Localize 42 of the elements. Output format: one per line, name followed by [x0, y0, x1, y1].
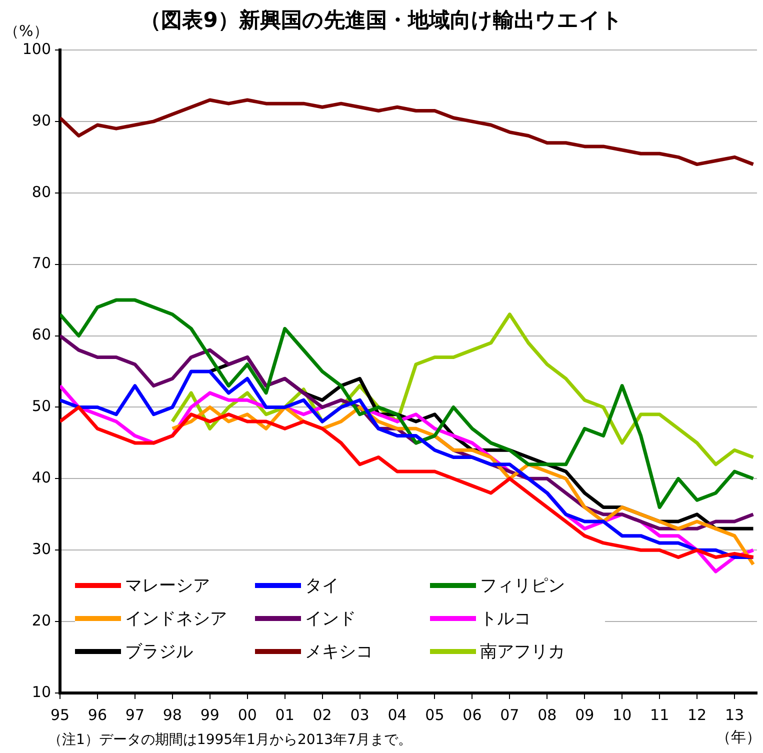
x-tick-label: 08	[538, 706, 557, 724]
legend-label: インド	[305, 608, 356, 630]
x-tick-label: 05	[425, 706, 444, 724]
y-axis-title: （%）	[4, 22, 48, 41]
y-tick-label: 80	[32, 182, 51, 201]
x-tick-label: 95	[50, 706, 70, 724]
x-tick-label: 00	[238, 706, 257, 724]
y-tick-label: 90	[32, 111, 51, 130]
legend-label: マレーシア	[125, 575, 210, 597]
x-tick-label: 99	[200, 706, 220, 724]
legend-label: フィリピン	[480, 575, 565, 597]
x-axis-title: （年）	[716, 728, 761, 747]
legend-label: トルコ	[480, 608, 531, 630]
y-tick-label: 30	[32, 540, 51, 558]
legend-label: タイ	[305, 575, 339, 597]
y-tick-label: 40	[32, 468, 51, 487]
legend-label: メキシコ	[305, 641, 373, 663]
legend-label: 南アフリカ	[480, 641, 565, 663]
text: （注1）データの期間は1995年1月から2013年7月まで。	[48, 731, 412, 749]
legend-label: ブラジル	[125, 641, 193, 663]
x-tick-label: 96	[88, 706, 108, 724]
x-tick-label: 09	[575, 706, 594, 724]
x-tick-label: 07	[500, 706, 520, 724]
x-tick-label: 02	[312, 706, 332, 724]
x-tick-label: 97	[125, 706, 144, 724]
x-tick-label: 01	[275, 706, 294, 724]
y-tick-label: 70	[32, 254, 51, 272]
x-tick-label: 03	[350, 706, 370, 724]
x-tick-label: 12	[687, 706, 707, 724]
chart-title: （図表9）新興国の先進国・地域向け輸出ウエイト	[140, 8, 623, 32]
x-tick-label: 04	[388, 706, 407, 724]
y-tick-label: 50	[32, 397, 51, 416]
y-tick-label: 100	[22, 40, 51, 58]
y-tick-label: 60	[32, 326, 51, 344]
y-tick-label: 10	[32, 682, 51, 701]
x-tick-label: 13	[724, 706, 744, 724]
x-tick-label: 11	[650, 706, 670, 724]
y-tick-label: 20	[32, 611, 51, 630]
x-tick-label: 98	[162, 706, 182, 724]
x-tick-label: 10	[612, 706, 632, 724]
legend-label: インドネシア	[125, 608, 227, 630]
x-tick-label: 06	[462, 706, 482, 724]
